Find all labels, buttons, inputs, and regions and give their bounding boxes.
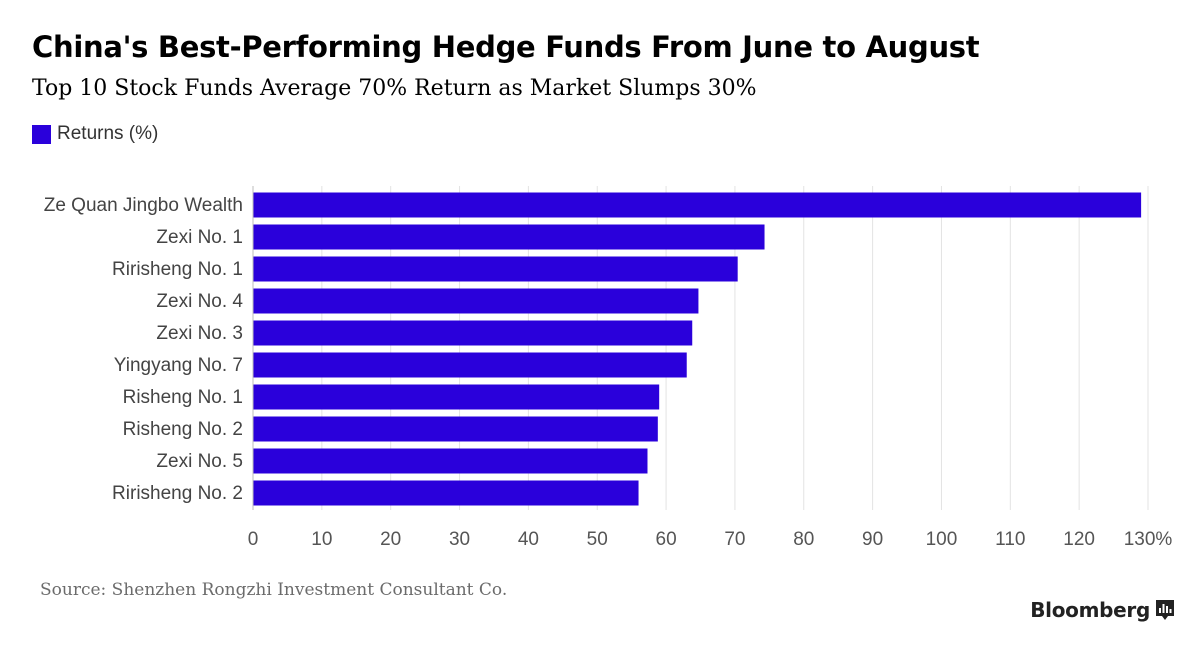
bar (253, 448, 648, 474)
legend-swatch (32, 124, 51, 144)
bar (253, 480, 639, 506)
category-label: Risheng No. 1 (123, 387, 243, 408)
category-label: Ririsheng No. 2 (112, 483, 243, 504)
category-label: Zexi No. 5 (156, 451, 243, 472)
category-label: Zexi No. 3 (156, 323, 243, 344)
x-tick-label: 100 (926, 529, 958, 550)
category-label: Yingyang No. 7 (114, 355, 243, 376)
x-tick-label: 70 (724, 529, 745, 550)
bar (253, 192, 1142, 218)
x-tick-label: 130% (1124, 529, 1173, 550)
x-tick-label: 50 (587, 529, 608, 550)
brand-name: Bloomberg (1030, 598, 1150, 622)
x-tick-label: 40 (518, 529, 539, 550)
bar (253, 416, 658, 442)
x-tick-label: 10 (311, 529, 332, 550)
x-tick-label: 30 (449, 529, 470, 550)
bar (253, 256, 738, 282)
bar (253, 384, 660, 410)
bar (253, 288, 699, 314)
x-tick-label: 0 (248, 529, 259, 550)
brand-logo: Bloomberg (1030, 598, 1174, 622)
bar (253, 320, 693, 346)
category-label: Zexi No. 4 (156, 291, 243, 312)
source-note: Source: Shenzhen Rongzhi Investment Cons… (40, 580, 508, 600)
bar (253, 224, 765, 250)
x-tick-label: 80 (793, 529, 814, 550)
chart-subtitle: Top 10 Stock Funds Average 70% Return as… (32, 76, 757, 101)
legend: Returns (%) (32, 123, 158, 145)
x-tick-label: 110 (995, 529, 1025, 550)
category-label: Ze Quan Jingbo Wealth (44, 195, 243, 216)
legend-label: Returns (%) (57, 123, 159, 144)
x-tick-label: 90 (862, 529, 883, 550)
x-tick-label: 20 (380, 529, 401, 550)
chart-title: China's Best-Performing Hedge Funds From… (32, 30, 980, 64)
bloomberg-terminal-icon (1156, 600, 1174, 620)
category-label: Zexi No. 1 (156, 227, 243, 248)
category-label: Ririsheng No. 1 (112, 259, 243, 280)
category-label: Risheng No. 2 (123, 419, 243, 440)
x-tick-label: 60 (656, 529, 677, 550)
bar (253, 352, 687, 378)
x-tick-label: 120 (1063, 529, 1095, 550)
